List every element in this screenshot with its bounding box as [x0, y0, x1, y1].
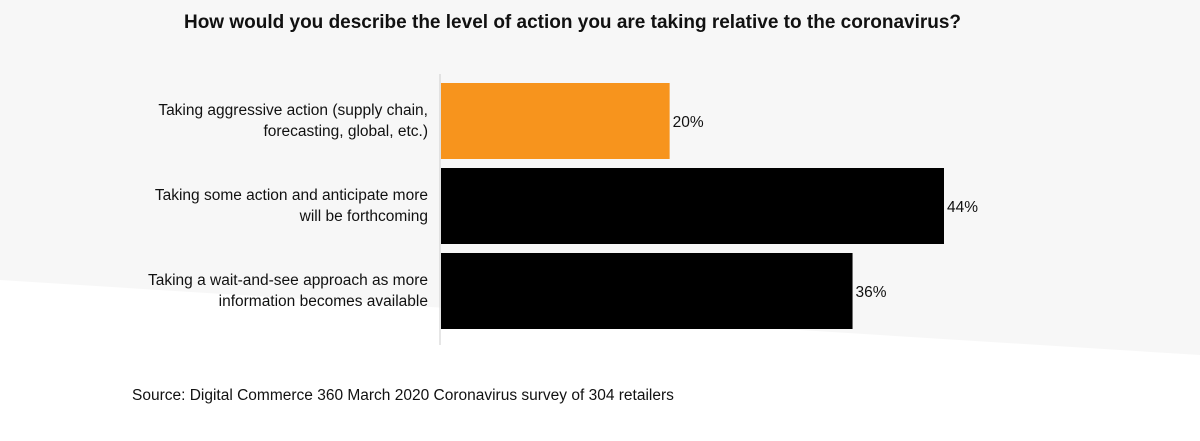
category-label-line: will be forthcoming — [299, 208, 428, 225]
data-label-3: 36% — [856, 284, 887, 301]
bar-1 — [441, 83, 670, 159]
category-label-line: Taking aggressive action (supply chain, — [158, 102, 428, 119]
category-label-line: information becomes available — [218, 293, 428, 310]
bar-3 — [441, 253, 853, 329]
category-label-line: Taking a wait-and-see approach as more — [147, 272, 428, 289]
data-label-2: 44% — [947, 199, 978, 216]
data-label-1: 20% — [673, 114, 704, 131]
bar-2 — [441, 168, 944, 244]
category-label-3: Taking a wait-and-see approach as more in… — [108, 270, 428, 312]
category-label-2: Taking some action and anticipate more wi… — [108, 185, 428, 227]
category-label-line: forecasting, global, etc.) — [263, 123, 428, 140]
category-label-line: Taking some action and anticipate more — [154, 187, 428, 204]
source-note: Source: Digital Commerce 360 March 2020 … — [132, 387, 674, 404]
category-label-1: Taking aggressive action (supply chain, f… — [108, 100, 428, 142]
chart-title: How would you describe the level of acti… — [183, 12, 962, 33]
